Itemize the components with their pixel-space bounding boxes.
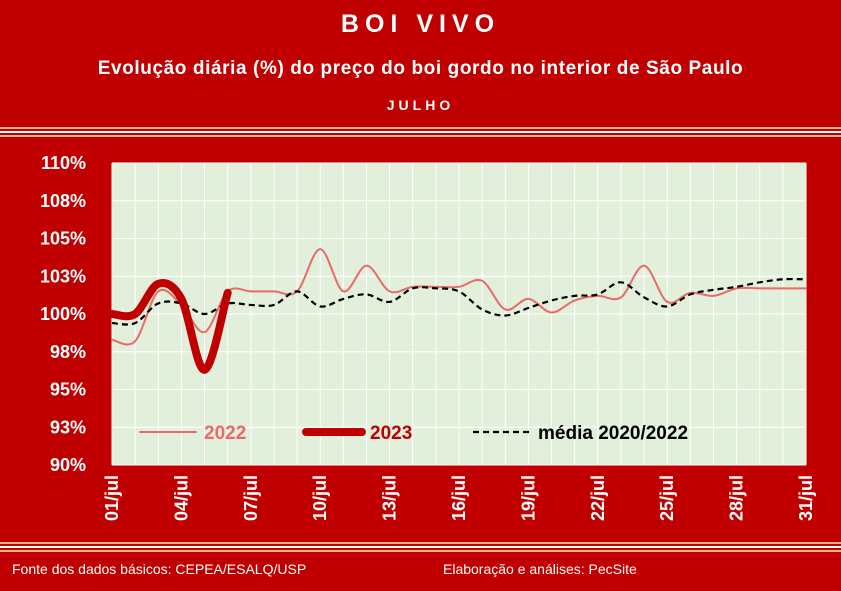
footer-divider-mid [0, 546, 841, 548]
y-tick-label: 93% [50, 417, 86, 437]
chart-title: BOI VIVO [340, 10, 501, 38]
x-tick-label: 25/jul [657, 475, 677, 521]
x-tick-label: 10/jul [310, 475, 330, 521]
header-divider-bottom [0, 135, 841, 137]
x-tick-label: 13/jul [380, 475, 400, 521]
y-tick-label: 103% [40, 266, 86, 286]
legend-2022-label: 2022 [204, 423, 246, 444]
series-line-media [111, 277, 807, 326]
x-tick-label: 07/jul [241, 475, 261, 521]
x-tick-label: 01/jul [102, 475, 122, 521]
y-tick-label: 105% [40, 229, 86, 249]
legend-media-label: média 2020/2022 [538, 423, 688, 444]
y-tick-label: 108% [40, 191, 86, 211]
series-line-2023 [108, 279, 232, 374]
credit-note: Elaboração e análises: PecSite [443, 561, 637, 577]
chart-subtitle: Evolução diária (%) do preço do boi gord… [97, 58, 744, 79]
y-tick-label: 98% [50, 342, 86, 362]
month-label: JULHO [386, 97, 455, 113]
x-tick-label: 31/jul [796, 475, 816, 521]
legend-2023-label: 2023 [370, 423, 412, 444]
x-tick-label: 04/jul [171, 475, 191, 521]
x-tick-label: 19/jul [518, 475, 538, 521]
x-tick-label: 16/jul [449, 475, 469, 521]
y-tick-label: 90% [50, 455, 86, 475]
footer-divider-bottom [0, 550, 841, 552]
y-tick-label: 95% [50, 380, 86, 400]
source-note: Fonte dos dados básicos: CEPEA/ESALQ/USP [12, 561, 307, 577]
header-divider-mid [0, 131, 841, 133]
footer-divider-top [0, 542, 841, 544]
header-divider-top [0, 127, 841, 129]
y-tick-label: 110% [41, 153, 86, 173]
x-tick-label: 28/jul [727, 475, 747, 521]
x-tick-label: 22/jul [588, 475, 608, 521]
y-tick-label: 100% [40, 304, 86, 324]
